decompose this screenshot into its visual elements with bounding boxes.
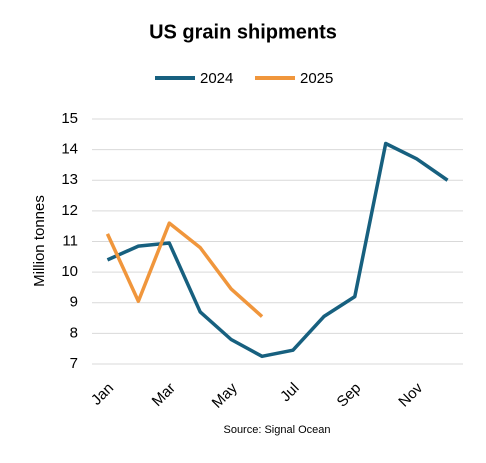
y-tick-label: 13 — [61, 171, 78, 188]
y-tick-label: 12 — [61, 202, 78, 219]
x-tick-label: Mar — [149, 380, 179, 410]
x-tick-label: Jul — [277, 380, 303, 406]
y-tick-label: 14 — [61, 141, 78, 158]
x-tick-label: May — [209, 379, 241, 411]
y-tick-label: 9 — [70, 294, 78, 311]
x-tick-label: Nov — [395, 379, 426, 410]
y-tick-label: 10 — [61, 263, 78, 280]
x-tick-label: Sep — [334, 380, 365, 411]
x-tick-label: Jan — [88, 380, 117, 409]
legend-label: 2024 — [200, 70, 233, 87]
y-tick-label: 7 — [70, 355, 78, 372]
series-line — [105, 221, 264, 318]
y-tick-label: 8 — [70, 324, 78, 341]
source: Source: Signal Ocean — [223, 424, 330, 436]
y-tick-label: 11 — [62, 232, 78, 249]
series-line — [106, 141, 449, 359]
legend-label: 2025 — [300, 70, 333, 87]
y-axis-label: Million tonnes — [31, 195, 48, 287]
y-tick-label: 15 — [61, 110, 78, 127]
chart-title: US grain shipments — [149, 21, 337, 43]
